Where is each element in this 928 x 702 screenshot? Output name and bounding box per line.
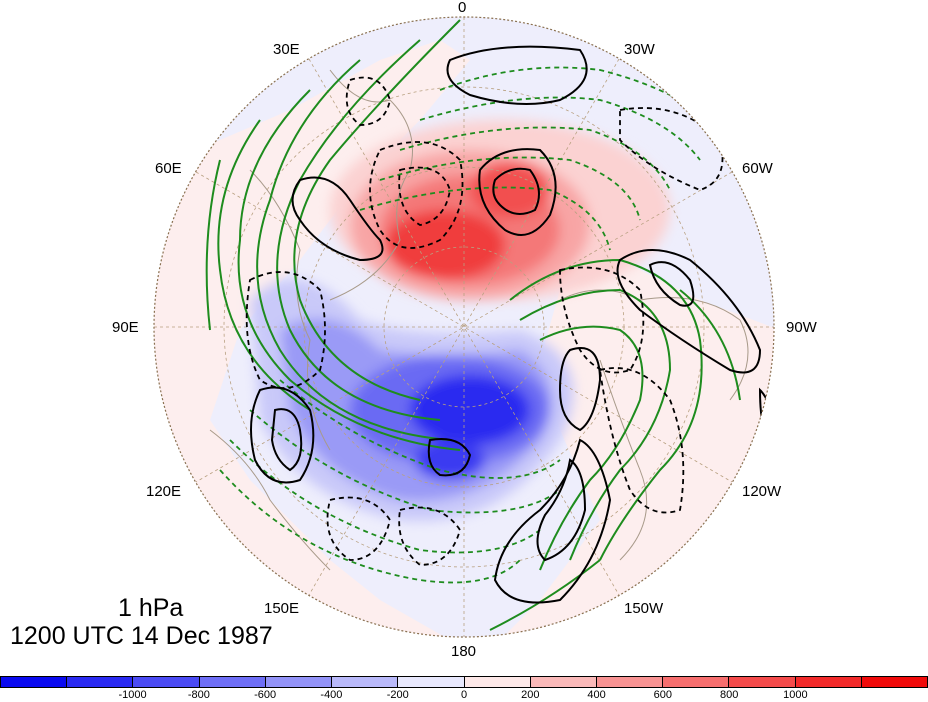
longitude-label-90w: 90W bbox=[786, 319, 817, 336]
longitude-label-30w: 30W bbox=[624, 41, 655, 58]
negative-anomaly-shading bbox=[250, 279, 574, 521]
colorbar-tick: -400 bbox=[320, 689, 343, 701]
colorbar-tick: 200 bbox=[521, 689, 540, 701]
colorbar-segment bbox=[596, 677, 664, 687]
polar-map bbox=[153, 16, 775, 638]
colorbar-tick: -800 bbox=[187, 689, 210, 701]
pressure-level-label: 1 hPa bbox=[118, 594, 184, 622]
colorbar-tick: -600 bbox=[254, 689, 277, 701]
colorbar-segment bbox=[795, 677, 862, 687]
colorbar-segment bbox=[530, 677, 597, 687]
green-solid-contours bbox=[205, 19, 741, 631]
longitude-label-120w: 120W bbox=[742, 483, 782, 500]
longitude-label-150w: 150W bbox=[624, 600, 664, 617]
colorbar-segment bbox=[464, 677, 531, 687]
longitude-label-0: 0 bbox=[458, 0, 467, 16]
colorbar-segment bbox=[199, 677, 266, 687]
positive-anomaly-shading bbox=[330, 120, 670, 300]
longitude-label-120e: 120E bbox=[146, 483, 182, 500]
colorbar-segment bbox=[729, 677, 796, 687]
longitude-label-30e: 30E bbox=[273, 41, 300, 58]
coastlines bbox=[209, 69, 749, 571]
colorbar-segment bbox=[663, 677, 730, 687]
land-eurasia bbox=[154, 40, 470, 637]
colorbar-tick: 1000 bbox=[783, 689, 808, 701]
colorbar-segment bbox=[398, 677, 465, 687]
colorbar-tick: 400 bbox=[587, 689, 606, 701]
colorbar bbox=[0, 676, 928, 688]
black-dashed-contours bbox=[245, 76, 724, 566]
longitude-label-60e: 60E bbox=[155, 160, 182, 177]
colorbar-tick: 600 bbox=[653, 689, 673, 701]
black-solid-contours bbox=[250, 45, 773, 604]
colorbar-segment bbox=[332, 677, 399, 687]
graticule bbox=[154, 17, 774, 637]
colorbar-segment bbox=[67, 677, 134, 687]
longitude-label-180: 180 bbox=[451, 643, 477, 660]
colorbar-tick: -200 bbox=[386, 689, 409, 701]
longitude-label-90e: 90E bbox=[112, 319, 139, 336]
colorbar-tick: 800 bbox=[719, 689, 739, 701]
colorbar-segment bbox=[133, 677, 200, 687]
colorbar-tick: -1000 bbox=[118, 689, 147, 701]
colorbar-tick-labels: -1000 -800 -600 -400 -200 0 200 400 600 800 1000 bbox=[0, 689, 928, 702]
longitude-label-150e: 150E bbox=[264, 600, 300, 617]
map-boundary bbox=[153, 16, 775, 638]
colorbar-tick: 0 bbox=[460, 689, 468, 701]
colorbar-segment bbox=[861, 677, 928, 687]
colorbar-segment bbox=[265, 677, 333, 687]
longitude-label-60w: 60W bbox=[742, 160, 773, 177]
colorbar-segment bbox=[1, 677, 68, 687]
timestamp-label: 1200 UTC 14 Dec 1987 bbox=[10, 622, 273, 650]
